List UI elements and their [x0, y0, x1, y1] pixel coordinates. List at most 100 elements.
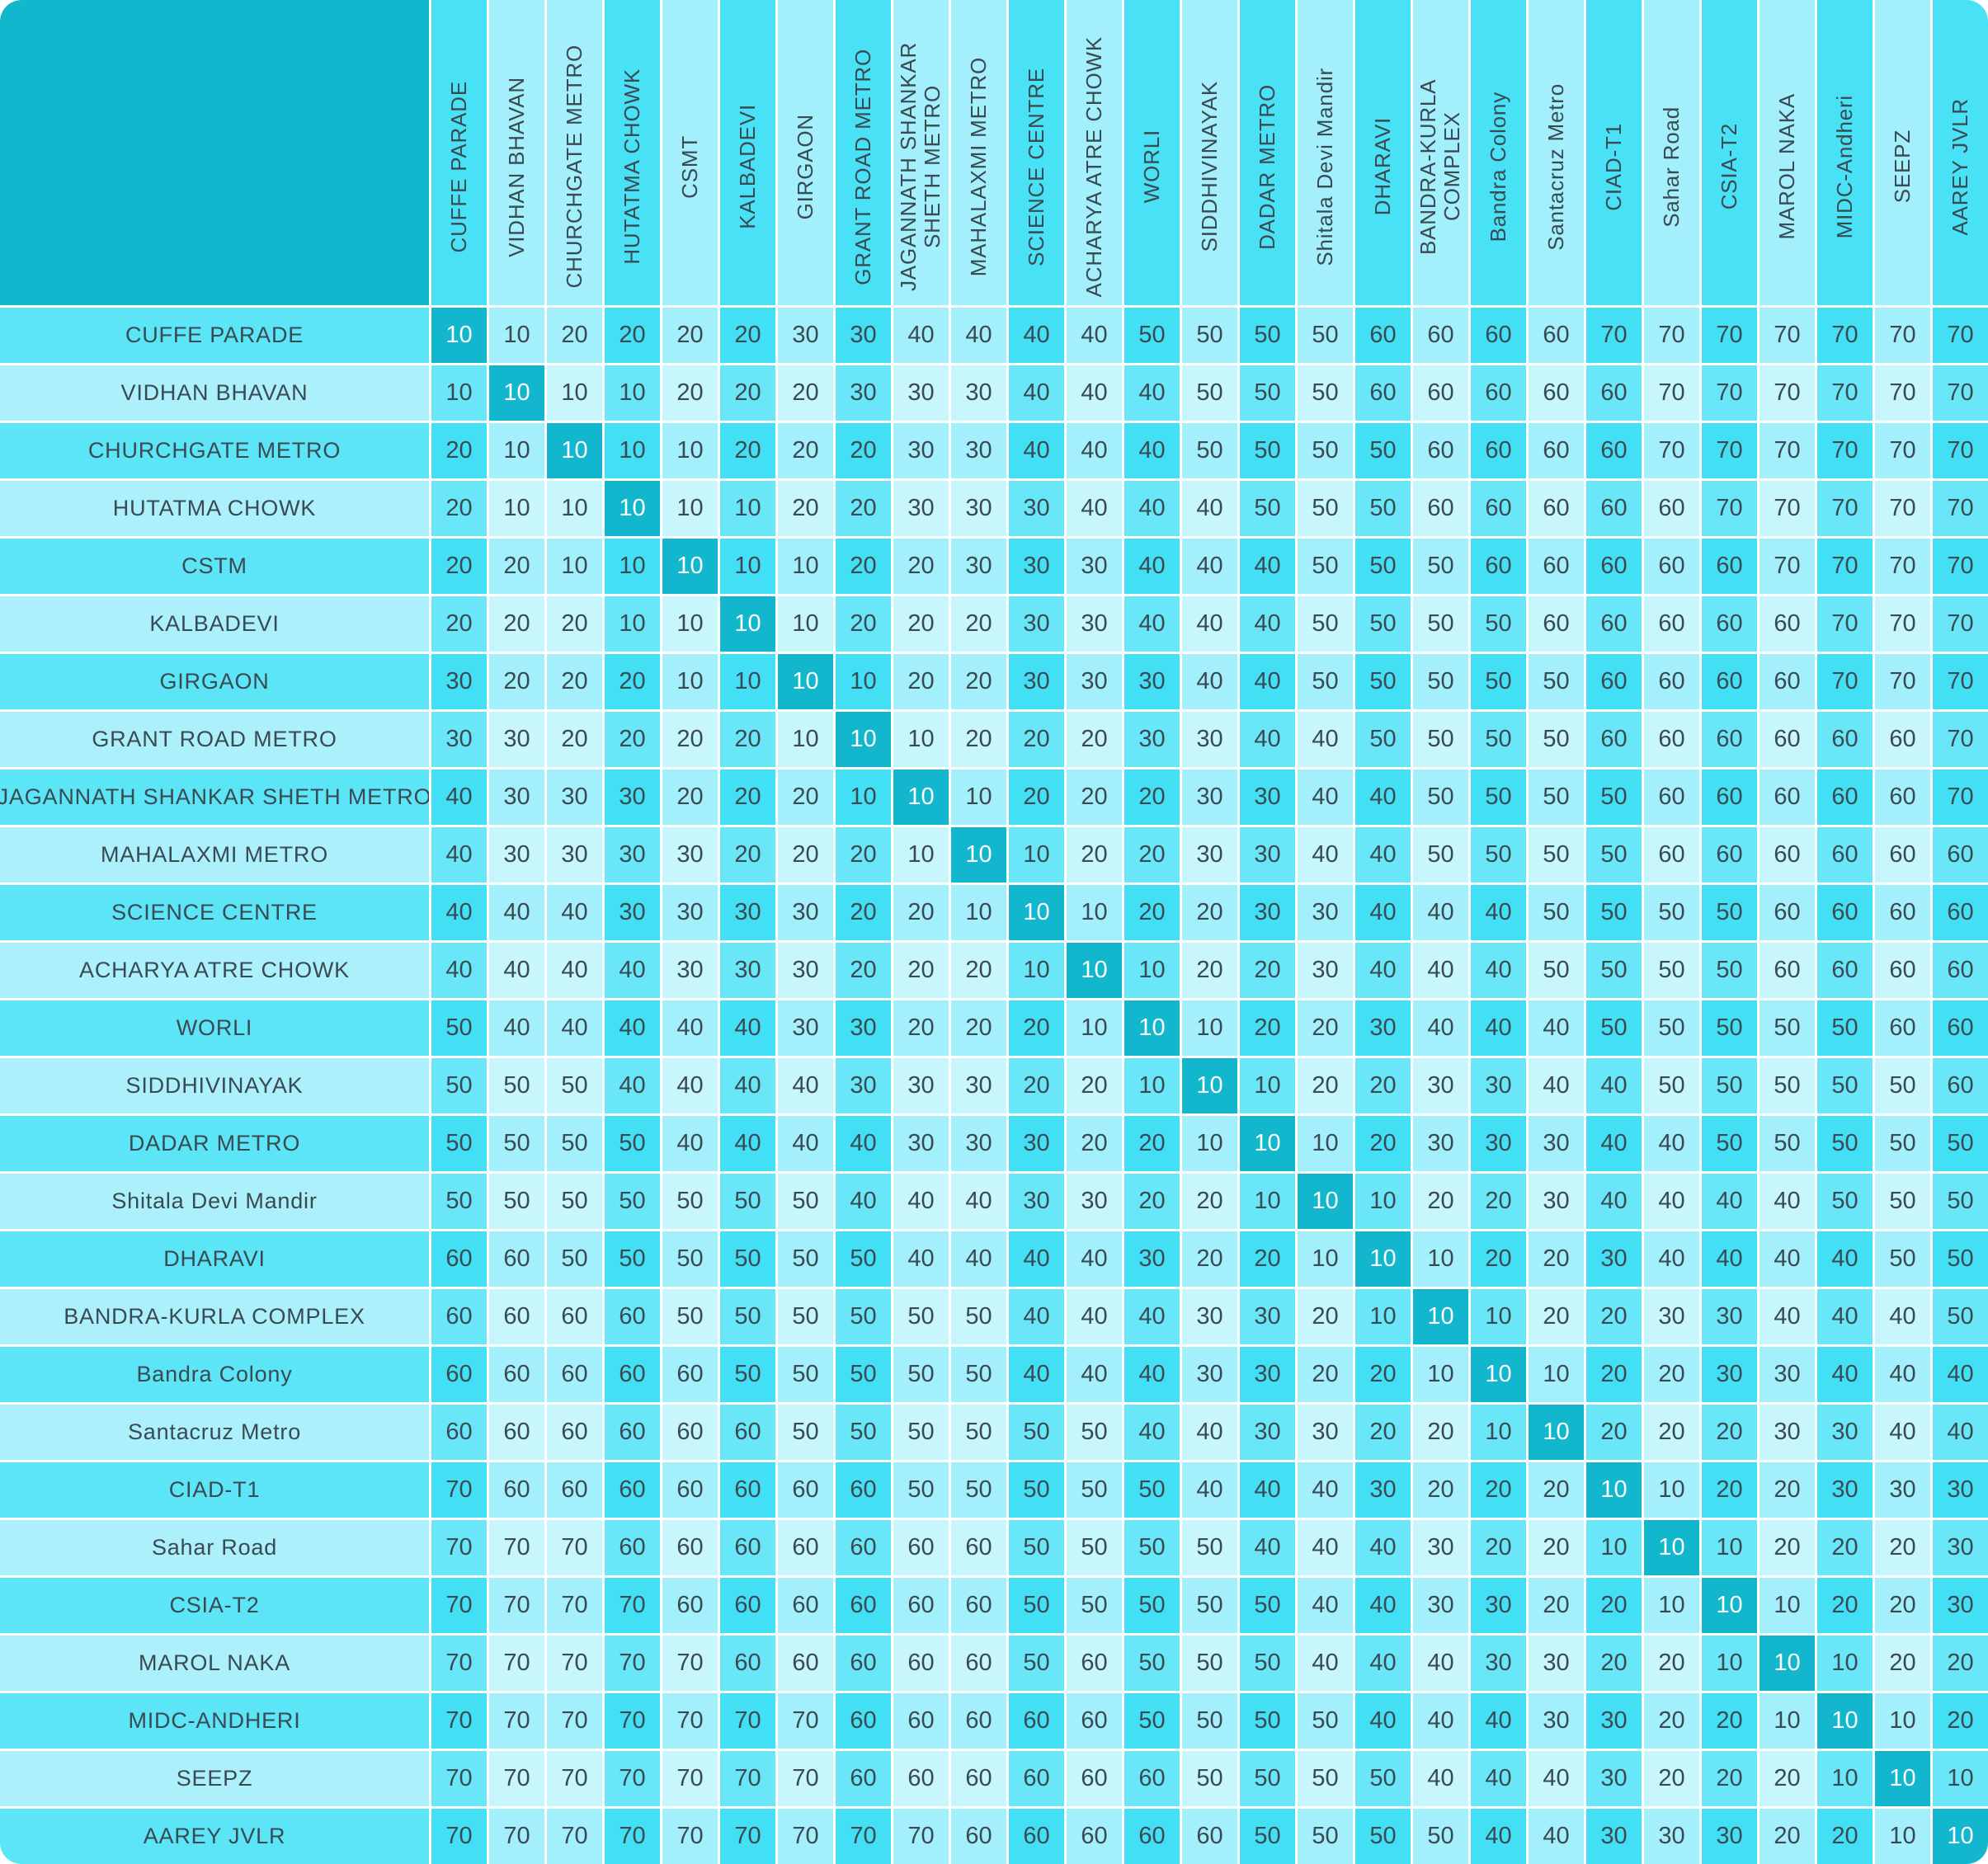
column-header-7: GIRGAON — [778, 0, 833, 305]
fare-cell-r3-c18: 60 — [1413, 423, 1468, 478]
column-header-9: JAGANNATH SHANKAR SHETH METRO — [893, 0, 949, 305]
fare-cell-r15-c8: 40 — [836, 1116, 891, 1171]
fare-cell-r21-c2: 60 — [489, 1462, 544, 1518]
fare-cell-r2-c11: 40 — [1009, 365, 1064, 421]
fare-cell-r11-c22: 50 — [1644, 885, 1699, 940]
fare-cell-r21-c13: 50 — [1124, 1462, 1180, 1518]
fare-cell-r10-c16: 40 — [1298, 827, 1353, 883]
fare-cell-r9-c11: 20 — [1009, 770, 1064, 825]
fare-cell-r11-c7: 30 — [778, 885, 833, 940]
fare-cell-r25-c26: 10 — [1875, 1693, 1930, 1749]
fare-cell-r18-c8: 50 — [836, 1289, 891, 1344]
fare-cell-r25-c15: 50 — [1240, 1693, 1295, 1749]
fare-cell-r1-c5: 20 — [662, 308, 718, 363]
fare-cell-r18-c27: 50 — [1933, 1289, 1988, 1344]
fare-cell-r5-c24: 70 — [1760, 539, 1815, 594]
fare-cell-r27-c26: 10 — [1875, 1809, 1930, 1864]
fare-cell-r15-c12: 20 — [1067, 1116, 1122, 1171]
fare-cell-r17-c1: 60 — [431, 1231, 487, 1287]
row-header-13: WORLI — [0, 1000, 429, 1056]
fare-cell-r18-c21: 20 — [1586, 1289, 1642, 1344]
fare-cell-r16-c11: 30 — [1009, 1174, 1064, 1229]
fare-cell-r11-c27: 60 — [1933, 885, 1988, 940]
fare-cell-r27-c3: 70 — [547, 1809, 602, 1864]
fare-cell-r18-c11: 40 — [1009, 1289, 1064, 1344]
fare-cell-r9-c21: 50 — [1586, 770, 1642, 825]
fare-cell-r11-c12: 10 — [1067, 885, 1122, 940]
fare-cell-r17-c20: 20 — [1529, 1231, 1584, 1287]
fare-cell-r2-c15: 50 — [1240, 365, 1295, 421]
fare-cell-r24-c24: 10 — [1760, 1636, 1815, 1691]
fare-cell-r21-c3: 60 — [547, 1462, 602, 1518]
fare-cell-r15-c24: 50 — [1760, 1116, 1815, 1171]
fare-cell-r2-c21: 60 — [1586, 365, 1642, 421]
fare-cell-r16-c22: 40 — [1644, 1174, 1699, 1229]
fare-cell-r16-c27: 50 — [1933, 1174, 1988, 1229]
fare-cell-r9-c13: 20 — [1124, 770, 1180, 825]
fare-cell-r23-c12: 50 — [1067, 1578, 1122, 1633]
fare-cell-r14-c15: 10 — [1240, 1058, 1295, 1113]
row-header-21: CIAD-T1 — [0, 1462, 429, 1518]
fare-cell-r6-c16: 50 — [1298, 596, 1353, 652]
fare-cell-r20-c1: 60 — [431, 1405, 487, 1460]
fare-cell-r25-c19: 40 — [1471, 1693, 1526, 1749]
fare-cell-r1-c24: 70 — [1760, 308, 1815, 363]
fare-cell-r7-c13: 30 — [1124, 654, 1180, 709]
fare-cell-r20-c21: 20 — [1586, 1405, 1642, 1460]
fare-cell-r13-c8: 30 — [836, 1000, 891, 1056]
fare-cell-r8-c19: 50 — [1471, 712, 1526, 767]
row-header-18: BANDRA-KURLA COMPLEX — [0, 1289, 429, 1344]
fare-cell-r11-c3: 40 — [547, 885, 602, 940]
fare-cell-r12-c9: 20 — [893, 943, 949, 998]
fare-cell-r22-c4: 60 — [605, 1520, 660, 1575]
fare-cell-r10-c4: 30 — [605, 827, 660, 883]
fare-cell-r25-c4: 70 — [605, 1693, 660, 1749]
fare-cell-r3-c9: 30 — [893, 423, 949, 478]
row-header-20: Santacruz Metro — [0, 1405, 429, 1460]
fare-cell-r22-c19: 20 — [1471, 1520, 1526, 1575]
fare-cell-r22-c11: 50 — [1009, 1520, 1064, 1575]
fare-cell-r8-c11: 20 — [1009, 712, 1064, 767]
fare-cell-r13-c9: 20 — [893, 1000, 949, 1056]
fare-cell-r5-c9: 20 — [893, 539, 949, 594]
fare-cell-r16-c16: 10 — [1298, 1174, 1353, 1229]
fare-cell-r26-c13: 60 — [1124, 1751, 1180, 1806]
fare-cell-r19-c7: 50 — [778, 1347, 833, 1402]
fare-cell-r18-c15: 30 — [1240, 1289, 1295, 1344]
fare-cell-r16-c1: 50 — [431, 1174, 487, 1229]
fare-cell-r18-c2: 60 — [489, 1289, 544, 1344]
fare-cell-r9-c23: 60 — [1702, 770, 1757, 825]
column-header-26: SEEPZ — [1875, 0, 1930, 305]
fare-cell-r3-c2: 10 — [489, 423, 544, 478]
fare-cell-r14-c6: 40 — [720, 1058, 775, 1113]
column-header-label: ACHARYA ATRE CHOWK — [1081, 35, 1106, 298]
fare-cell-r22-c20: 20 — [1529, 1520, 1584, 1575]
fare-cell-r8-c3: 20 — [547, 712, 602, 767]
column-header-23: CSIA-T2 — [1702, 0, 1757, 305]
fare-cell-r1-c1: 10 — [431, 308, 487, 363]
fare-cell-r1-c12: 40 — [1067, 308, 1122, 363]
fare-cell-r18-c18: 10 — [1413, 1289, 1468, 1344]
fare-cell-r3-c11: 40 — [1009, 423, 1064, 478]
fare-cell-r23-c15: 50 — [1240, 1578, 1295, 1633]
fare-cell-r1-c21: 70 — [1586, 308, 1642, 363]
fare-cell-r16-c21: 40 — [1586, 1174, 1642, 1229]
fare-cell-r12-c12: 10 — [1067, 943, 1122, 998]
fare-cell-r25-c23: 20 — [1702, 1693, 1757, 1749]
fare-cell-r17-c24: 40 — [1760, 1231, 1815, 1287]
fare-cell-r25-c16: 50 — [1298, 1693, 1353, 1749]
fare-cell-r11-c10: 10 — [951, 885, 1006, 940]
fare-cell-r6-c13: 40 — [1124, 596, 1180, 652]
fare-cell-r21-c27: 30 — [1933, 1462, 1988, 1518]
fare-cell-r19-c19: 10 — [1471, 1347, 1526, 1402]
fare-cell-r4-c11: 30 — [1009, 481, 1064, 536]
fare-cell-r13-c26: 60 — [1875, 1000, 1930, 1056]
fare-cell-r24-c16: 40 — [1298, 1636, 1353, 1691]
fare-cell-r8-c13: 30 — [1124, 712, 1180, 767]
fare-cell-r24-c2: 70 — [489, 1636, 544, 1691]
fare-cell-r9-c1: 40 — [431, 770, 487, 825]
fare-cell-r24-c27: 20 — [1933, 1636, 1988, 1691]
fare-cell-r8-c25: 60 — [1817, 712, 1873, 767]
column-header-15: DADAR METRO — [1240, 0, 1295, 305]
fare-cell-r7-c24: 60 — [1760, 654, 1815, 709]
